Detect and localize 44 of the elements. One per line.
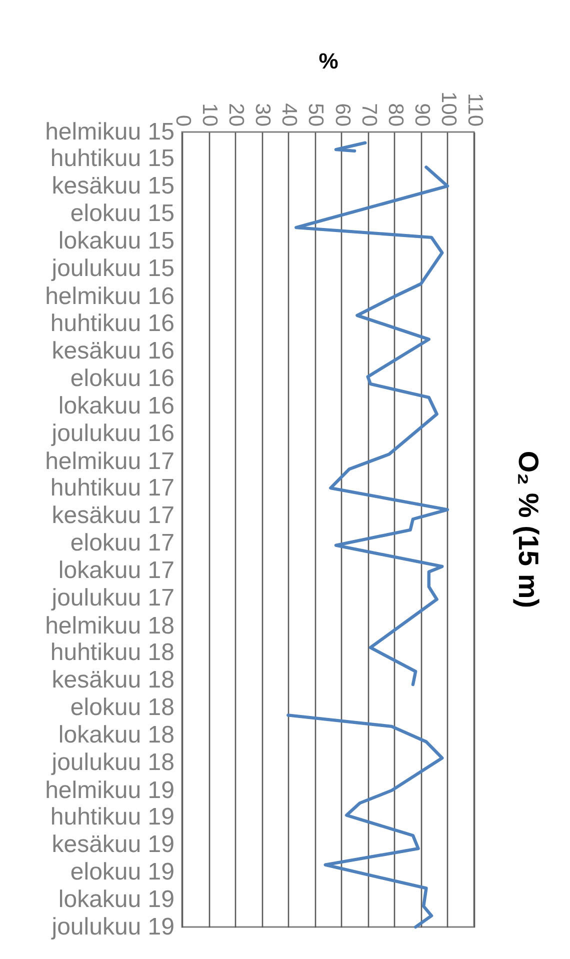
y-tick-label: joulukuu 18 (50, 749, 174, 776)
x-tick-label: 30 (251, 103, 274, 126)
y-tick-label: kesäkuu 18 (52, 666, 174, 694)
y-tick-label: helmikuu 15 (45, 118, 174, 146)
x-tick-label: 20 (224, 103, 248, 126)
x-tick-label: 100 (436, 91, 460, 126)
y-tick-label: helmikuu 18 (45, 612, 174, 640)
y-tick-label: lokakuu 18 (58, 722, 174, 749)
x-tick-label: 90 (410, 103, 434, 126)
y-tick-label: joulukuu 19 (50, 914, 174, 940)
text: O₂ % (15 m) (513, 450, 544, 608)
y-tick-label: elokuu 17 (70, 530, 174, 557)
y-tick-label: lokakuu 17 (58, 557, 174, 584)
y-tick-label: elokuu 16 (70, 365, 174, 392)
y-tick-label: joulukuu 17 (50, 584, 174, 612)
y-tick-label: lokakuu 19 (58, 886, 174, 914)
y-tick-label: huhtikuu 15 (50, 145, 174, 172)
x-tick-label: 80 (384, 103, 407, 126)
y-tick-label: kesäkuu 15 (52, 172, 174, 200)
y-tick-label: elokuu 15 (70, 200, 174, 228)
x-tick-label: 110 (464, 93, 486, 126)
y-tick-label: huhtikuu 18 (50, 639, 174, 666)
y-tick-label: kesäkuu 19 (52, 831, 174, 858)
y-tick-label: helmikuu 16 (45, 283, 174, 310)
y-tick-label: lokakuu 15 (58, 228, 174, 255)
y-tick-label: helmikuu 19 (45, 776, 174, 804)
y-tick-label: elokuu 18 (70, 694, 174, 722)
y-tick-label: huhtikuu 17 (50, 474, 174, 502)
y-tick-label: huhtikuu 16 (50, 310, 174, 338)
x-tick-label: 10 (198, 103, 222, 126)
x-tick-label: 0 (172, 114, 194, 126)
y-tick-label: lokakuu 16 (58, 392, 174, 420)
y-tick-label: helmikuu 17 (45, 448, 174, 475)
y-tick-label: kesäkuu 16 (52, 338, 174, 365)
y-tick-label: joulukuu 15 (50, 255, 174, 282)
y-tick-label: huhtikuu 19 (50, 804, 174, 831)
y-tick-label: joulukuu 16 (50, 420, 174, 448)
x-tick-label: 40 (278, 103, 301, 126)
x-tick-label: 50 (304, 103, 328, 126)
x-tick-label: 60 (330, 103, 354, 126)
y-tick-label: elokuu 19 (70, 858, 174, 886)
y-tick-label: kesäkuu 17 (52, 502, 174, 530)
x-tick-label: 70 (357, 103, 380, 126)
x-axis-title: % (318, 48, 338, 74)
